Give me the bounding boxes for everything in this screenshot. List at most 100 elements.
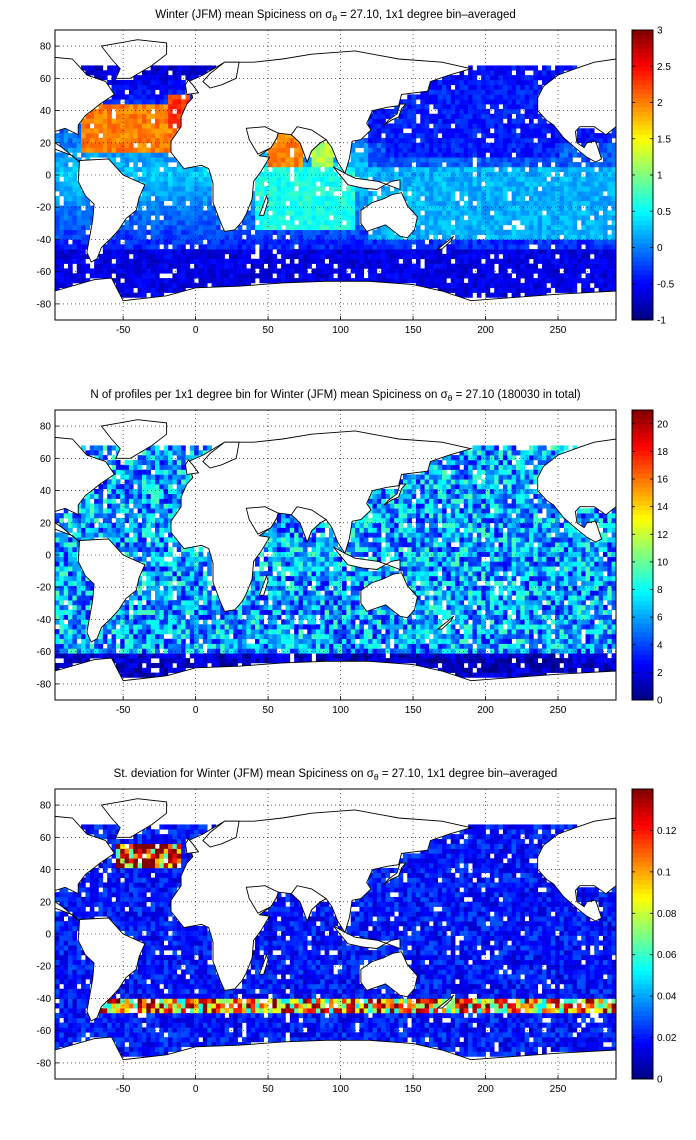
heatmap-cell bbox=[446, 171, 452, 177]
heatmap-cell bbox=[529, 99, 534, 105]
heatmap-cell bbox=[563, 200, 569, 206]
heatmap-cell bbox=[598, 152, 604, 158]
heatmap-cell bbox=[524, 258, 530, 264]
heatmap-cell bbox=[107, 653, 112, 659]
heatmap-cell bbox=[124, 643, 130, 649]
heatmap-cell bbox=[128, 662, 134, 669]
heatmap-cell bbox=[94, 493, 99, 499]
heatmap-cell bbox=[59, 513, 64, 519]
heatmap-cell bbox=[359, 278, 365, 284]
heatmap-cell bbox=[141, 133, 147, 139]
heatmap-cell bbox=[146, 287, 151, 293]
heatmap-cell bbox=[59, 253, 64, 260]
heatmap-cell bbox=[172, 229, 178, 235]
heatmap-cell bbox=[141, 229, 147, 235]
heatmap-cell bbox=[407, 171, 412, 177]
heatmap-cell bbox=[298, 171, 304, 177]
heatmap-cell bbox=[472, 253, 478, 260]
heatmap-cell bbox=[555, 234, 560, 240]
heatmap-cell bbox=[481, 215, 486, 221]
heatmap-cell bbox=[355, 210, 360, 216]
heatmap-cell bbox=[68, 171, 73, 177]
heatmap-cell bbox=[424, 229, 430, 235]
heatmap-cell bbox=[289, 137, 295, 144]
heatmap-cell bbox=[159, 571, 165, 577]
heatmap-cell bbox=[155, 590, 160, 596]
heatmap-cell bbox=[133, 595, 138, 601]
heatmap-cell bbox=[489, 258, 495, 264]
heatmap-cell bbox=[81, 147, 86, 153]
heatmap-cell bbox=[355, 152, 360, 158]
colorbar-tick-label: 2 bbox=[657, 98, 663, 109]
heatmap-cell bbox=[181, 104, 186, 110]
heatmap-cell bbox=[59, 210, 64, 216]
heatmap-cell bbox=[446, 258, 452, 264]
heatmap-cell bbox=[141, 123, 147, 129]
heatmap-cell bbox=[572, 253, 578, 260]
heatmap-cell bbox=[81, 224, 86, 231]
heatmap-cell bbox=[237, 229, 243, 235]
heatmap-cell bbox=[515, 282, 521, 289]
land-india-block bbox=[290, 126, 327, 164]
heatmap-cell bbox=[494, 205, 499, 211]
heatmap-cell bbox=[72, 609, 78, 615]
heatmap-cell bbox=[359, 152, 365, 158]
heatmap-cell bbox=[502, 99, 508, 105]
heatmap-cell bbox=[589, 128, 595, 134]
heatmap-cell bbox=[555, 205, 560, 211]
heatmap-cell bbox=[120, 123, 125, 129]
heatmap-cell bbox=[555, 166, 560, 173]
heatmap-cell bbox=[128, 137, 134, 144]
heatmap-cell bbox=[150, 79, 156, 86]
heatmap-cell bbox=[59, 629, 64, 635]
heatmap-cell bbox=[150, 474, 156, 480]
heatmap-cell bbox=[181, 220, 186, 226]
heatmap-cell bbox=[385, 278, 391, 284]
heatmap-cell bbox=[381, 273, 386, 279]
heatmap-cell bbox=[150, 229, 156, 235]
heatmap-cell bbox=[572, 258, 578, 264]
heatmap-cell bbox=[68, 556, 73, 562]
heatmap-cell bbox=[502, 162, 508, 168]
heatmap-cell bbox=[185, 210, 191, 216]
heatmap-cell bbox=[155, 638, 160, 644]
heatmap-cell bbox=[163, 234, 169, 240]
heatmap-cell bbox=[598, 186, 604, 192]
heatmap-cell bbox=[559, 249, 565, 255]
heatmap-cell bbox=[155, 234, 160, 240]
heatmap-cell bbox=[63, 147, 69, 153]
heatmap-cell bbox=[81, 263, 86, 269]
heatmap-cell bbox=[529, 147, 534, 153]
colorbar-swatch bbox=[632, 156, 653, 162]
heatmap-cell bbox=[168, 128, 173, 134]
heatmap-cell bbox=[72, 575, 78, 582]
heatmap-cell bbox=[485, 268, 491, 274]
heatmap-cell bbox=[485, 118, 491, 124]
heatmap-cell bbox=[163, 268, 169, 274]
heatmap-cell bbox=[124, 171, 130, 177]
heatmap-cell bbox=[468, 273, 473, 279]
heatmap-cell bbox=[141, 658, 147, 664]
heatmap-cell bbox=[576, 181, 582, 187]
panel-1: Winter (JFM) mean Spiciness on σθ = 27.1… bbox=[0, 9, 675, 336]
heatmap-cell bbox=[268, 263, 273, 269]
heatmap-cell bbox=[359, 224, 365, 231]
heatmap-cell bbox=[302, 162, 308, 168]
colorbar-swatch bbox=[632, 57, 653, 63]
heatmap-cell bbox=[141, 104, 147, 110]
heatmap-cell bbox=[459, 224, 465, 231]
heatmap-cell bbox=[111, 633, 117, 640]
heatmap-cell bbox=[585, 258, 591, 264]
heatmap-cell bbox=[450, 224, 456, 231]
heatmap-cell bbox=[168, 619, 173, 625]
heatmap-cell bbox=[450, 79, 456, 86]
heatmap-cell bbox=[537, 258, 543, 264]
heatmap-cell bbox=[350, 239, 356, 245]
heatmap-cell bbox=[502, 142, 508, 148]
heatmap-cell bbox=[55, 234, 60, 240]
heatmap-cell bbox=[581, 234, 586, 240]
heatmap-cell bbox=[141, 469, 147, 475]
heatmap-cell bbox=[463, 292, 469, 298]
heatmap-cell bbox=[111, 123, 117, 129]
heatmap-cell bbox=[111, 474, 117, 480]
